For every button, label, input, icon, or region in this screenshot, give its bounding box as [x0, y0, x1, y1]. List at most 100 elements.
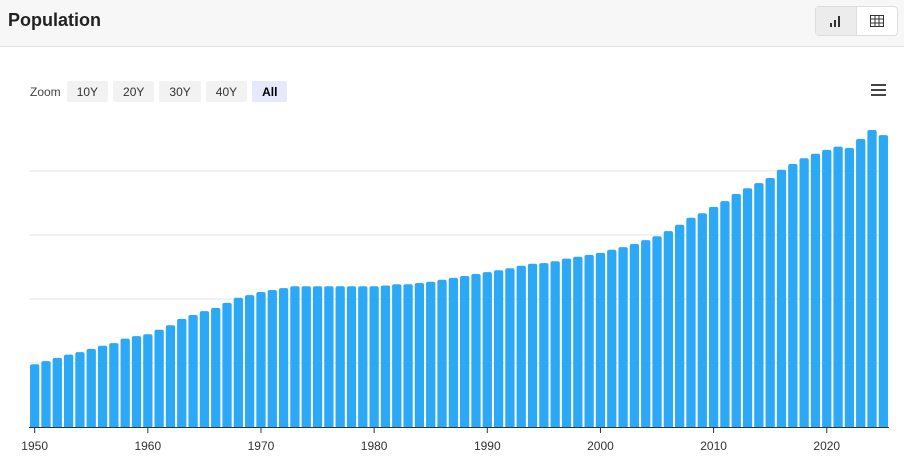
bar: [731, 194, 741, 427]
bar: [143, 334, 153, 427]
x-tick-label: 1950: [21, 439, 48, 453]
bar: [233, 297, 243, 427]
x-tick-label: 2010: [700, 439, 727, 453]
bar: [867, 130, 877, 428]
bar: [460, 275, 470, 427]
bar: [346, 286, 357, 427]
bar: [550, 261, 560, 427]
bar: [505, 268, 515, 427]
bar: [97, 345, 108, 427]
bar: [199, 311, 210, 427]
x-tick-label: 1970: [248, 439, 275, 453]
bar: [754, 183, 764, 427]
bar: [708, 206, 719, 427]
bar: [629, 243, 640, 427]
bar: [403, 284, 413, 427]
x-tick-label: 1960: [134, 439, 161, 453]
bar: [109, 343, 119, 427]
bar: [697, 213, 707, 427]
bar: [30, 364, 40, 427]
chart-icon: [830, 16, 840, 27]
bar: [482, 272, 492, 427]
bar: [177, 318, 187, 427]
bar: [856, 139, 866, 427]
bar: [448, 277, 458, 427]
bar: [380, 285, 391, 427]
bar: [833, 146, 843, 427]
bar: [844, 147, 855, 427]
bar: [324, 286, 334, 427]
bar: [222, 302, 232, 427]
bar: [675, 224, 685, 427]
bar: [75, 352, 85, 427]
zoom-button[interactable]: 40Y: [205, 81, 248, 102]
bar: [301, 286, 311, 427]
bar: [641, 240, 651, 427]
bar: [686, 217, 696, 427]
bar: [120, 338, 130, 427]
bar: [211, 307, 221, 427]
bar: [561, 258, 572, 427]
zoom-button[interactable]: 30Y: [159, 81, 201, 102]
bar: [788, 163, 798, 427]
menu-icon[interactable]: [871, 84, 886, 96]
bar: [437, 279, 447, 427]
bar: [154, 329, 164, 427]
zoom-bar: Zoom 10Y 20Y 30Y 40Y All: [30, 81, 292, 102]
bar: [267, 290, 277, 427]
zoom-button[interactable]: 10Y: [66, 81, 109, 102]
bar: [822, 149, 832, 427]
x-tick-label: 2020: [813, 439, 840, 453]
zoom-button[interactable]: All: [252, 81, 288, 102]
bar: [878, 135, 888, 427]
bar: [584, 254, 594, 427]
bar: [776, 169, 787, 427]
bar: [358, 286, 368, 427]
table-view-button[interactable]: [857, 7, 897, 35]
bar: [539, 263, 549, 427]
bar: [369, 286, 379, 427]
zoom-label: Zoom: [30, 84, 61, 99]
bar: [618, 247, 628, 427]
bar: [86, 348, 96, 427]
bar: [414, 283, 425, 427]
bar: [52, 357, 62, 427]
chart-view-button[interactable]: [816, 7, 857, 35]
bar: [493, 270, 504, 427]
x-tick-label: 1990: [474, 439, 501, 453]
bar: [256, 291, 266, 427]
bar: [516, 265, 526, 427]
bar: [188, 315, 198, 427]
bar: [312, 286, 323, 427]
bar: [245, 295, 255, 427]
title: Population: [8, 10, 101, 30]
bar: [720, 201, 730, 427]
bar: [595, 252, 606, 427]
header: Population: [0, 0, 904, 47]
bar: [392, 284, 402, 427]
bar: [742, 188, 753, 427]
table-icon: [870, 15, 884, 27]
bar: [335, 286, 345, 427]
bar: [527, 263, 538, 427]
bar: [765, 178, 775, 427]
bar: [426, 281, 436, 427]
bar: [290, 286, 300, 427]
zoom-button[interactable]: 20Y: [113, 81, 155, 102]
bar: [573, 256, 583, 427]
bar: [165, 325, 176, 427]
bar: [278, 288, 289, 427]
bar: [799, 158, 809, 427]
bar: [131, 336, 142, 427]
bar: [663, 231, 673, 427]
bar: [471, 274, 481, 427]
bar: [607, 249, 617, 427]
bar: [41, 361, 51, 427]
bar: [63, 354, 74, 427]
bar: [652, 236, 662, 427]
x-tick-label: 1980: [361, 439, 388, 453]
x-tick-label: 2000: [587, 439, 614, 453]
bar: [810, 153, 821, 427]
